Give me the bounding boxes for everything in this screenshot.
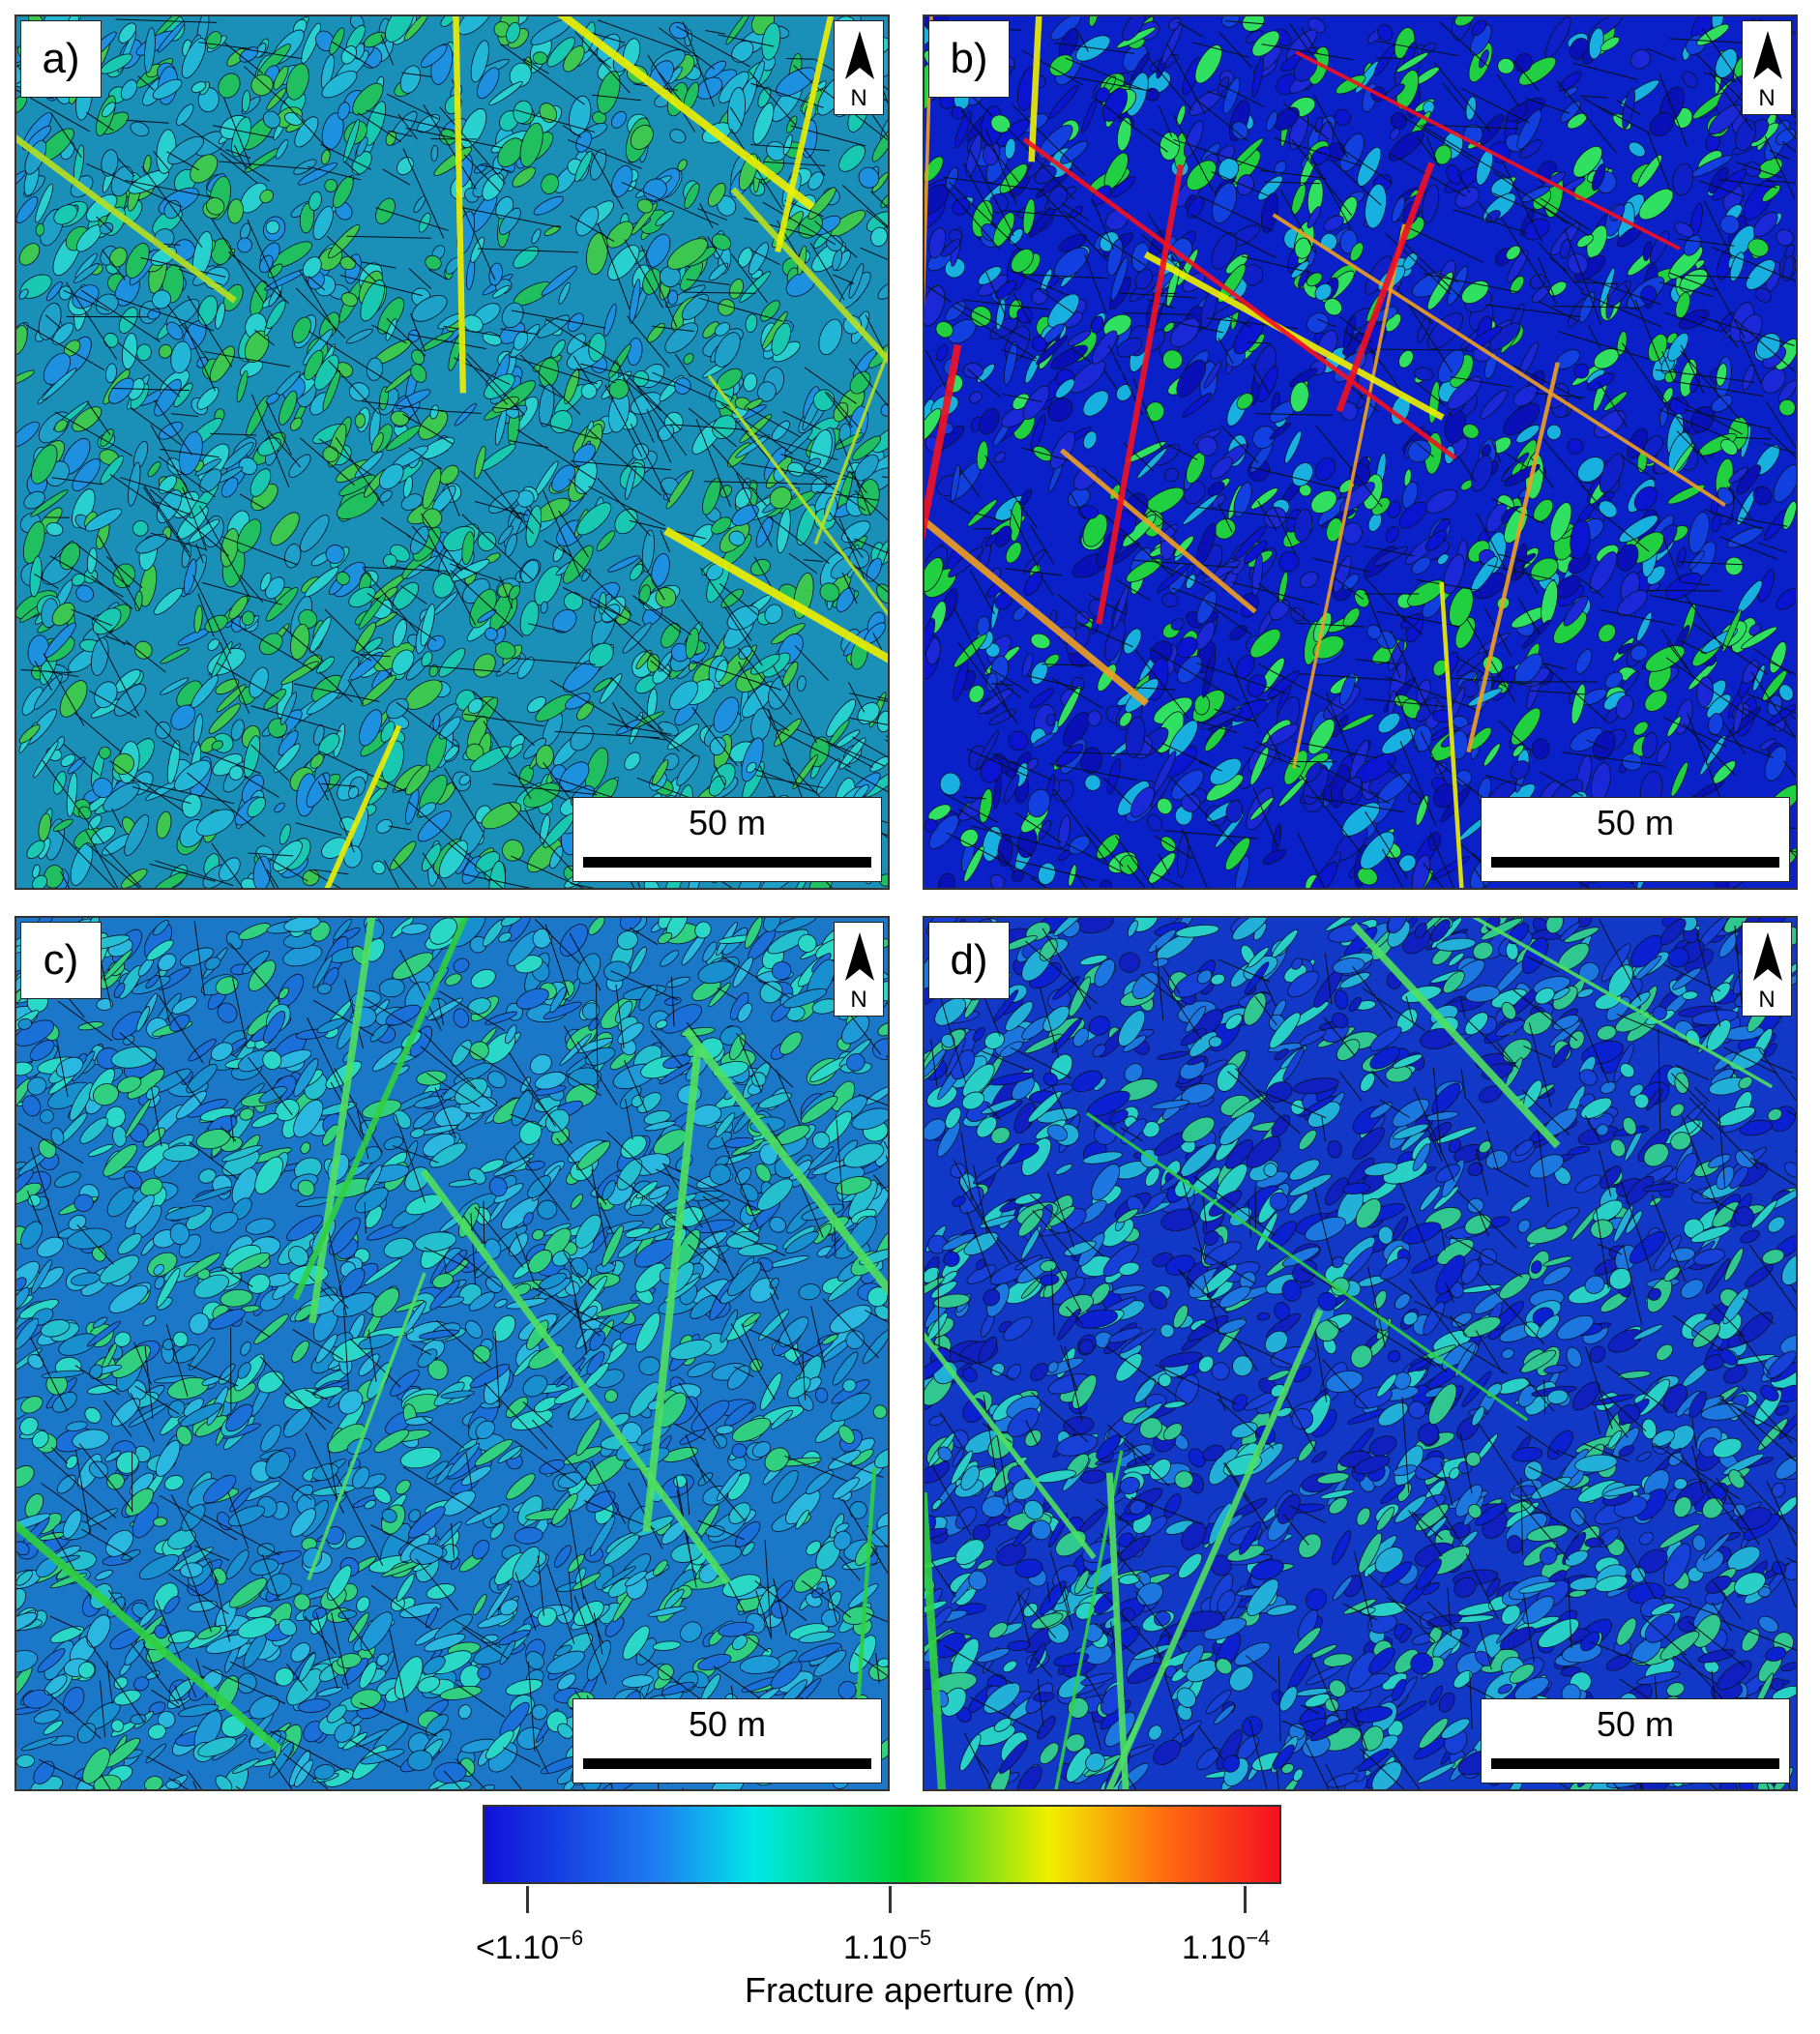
north-arrow-icon [1753,932,1782,981]
colorbar-tick-label: 1.10−4 [1182,1926,1271,1966]
fracture-ellipses [16,16,888,888]
fracture-map-d [925,918,1796,1789]
fracture-ellipses [925,16,1796,888]
map-panel-d: d) N 50 m [923,916,1798,1791]
map-panel-b: b) N 50 m [923,15,1798,890]
north-label: N [850,85,867,111]
scale-bar: 50 m [1481,797,1790,882]
scale-label: 50 m [1596,1704,1675,1744]
scale-bar: 50 m [572,1698,882,1783]
north-label: N [850,987,867,1013]
panel-label: c) [20,922,102,999]
north-arrow: N [1742,20,1792,115]
colorbar-title: Fracture aperture (m) [744,1970,1076,2010]
colorbar-tick-label: 1.10−5 [843,1926,932,1966]
north-arrow: N [1742,922,1792,1017]
north-arrow: N [834,922,884,1017]
panel-label: a) [20,20,102,98]
scale-bar-line [583,857,871,868]
scale-bar-line [583,1758,871,1769]
large-fractures [16,16,888,888]
large-fractures [925,918,1774,1789]
scale-label: 50 m [688,803,767,842]
colorbar-tick [889,1886,892,1913]
fracture-map-c [16,918,888,1789]
panel-label: d) [928,922,1010,999]
map-panel-a: a) N 50 m [15,15,890,890]
fracture-map-a [16,16,888,888]
fracture-ellipses [925,918,1796,1789]
fracture-map-b [925,16,1796,888]
colorbar-tick-label: <1.10−6 [476,1926,584,1966]
colorbar-tick [526,1886,529,1913]
north-arrow-icon [845,31,874,79]
panel-label: b) [928,20,1010,98]
north-label: N [1758,85,1776,111]
map-panel-c: c) N 50 m [15,916,890,1791]
scale-bar: 50 m [1481,1698,1790,1783]
north-arrow-icon [845,932,874,981]
north-label: N [1758,987,1776,1013]
colorbar [483,1805,1281,1884]
scale-bar-line [1491,857,1779,868]
fracture-traces [16,18,888,888]
scale-bar: 50 m [572,797,882,882]
fracture-traces [927,919,1796,1789]
large-fractures [925,16,1726,888]
colorbar-tick [1244,1886,1247,1913]
scale-label: 50 m [1596,803,1675,842]
scale-label: 50 m [688,1704,767,1744]
large-fractures [16,918,888,1753]
scale-bar-line [1491,1758,1779,1769]
north-arrow-icon [1753,31,1782,79]
north-arrow: N [834,20,884,115]
fracture-traces [925,18,1796,888]
